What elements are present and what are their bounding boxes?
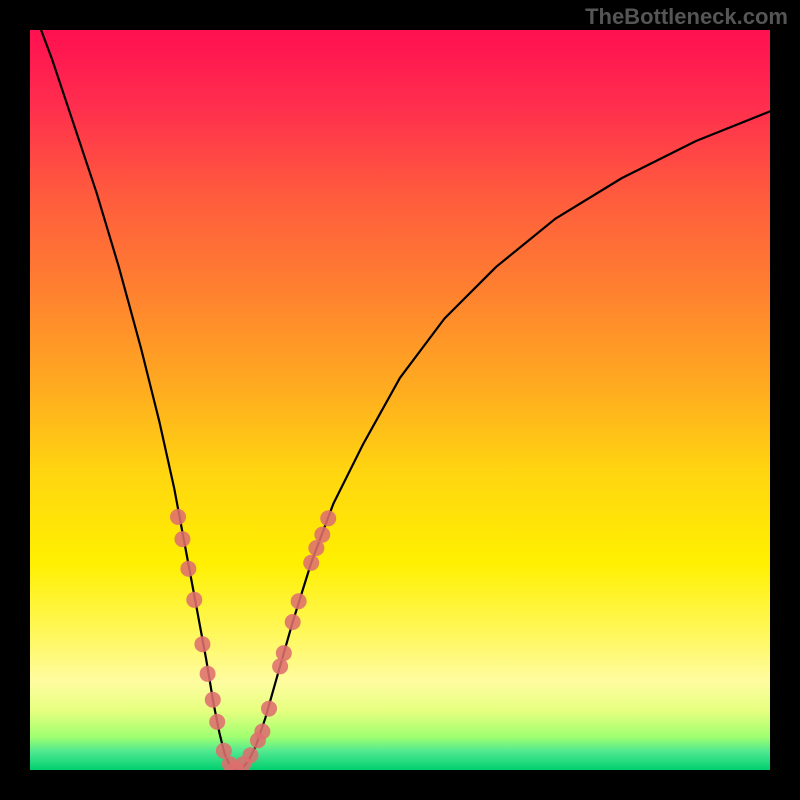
- chart-marker: [291, 593, 307, 609]
- chart-marker: [261, 701, 277, 717]
- chart-background-gradient: [30, 30, 770, 770]
- chart-marker: [180, 561, 196, 577]
- chart-marker: [254, 724, 270, 740]
- chart-marker: [200, 666, 216, 682]
- chart-marker: [194, 636, 210, 652]
- chart-marker: [320, 510, 336, 526]
- chart-marker: [303, 555, 319, 571]
- chart-marker: [170, 509, 186, 525]
- chart-marker: [209, 714, 225, 730]
- chart-svg: [30, 30, 770, 770]
- chart-marker: [285, 614, 301, 630]
- chart-marker: [205, 692, 221, 708]
- chart-marker: [174, 531, 190, 547]
- chart-marker: [186, 592, 202, 608]
- chart-marker: [276, 645, 292, 661]
- chart-plot-area: [30, 30, 770, 770]
- watermark-text: TheBottleneck.com: [585, 4, 788, 30]
- chart-marker: [314, 527, 330, 543]
- chart-marker: [243, 747, 259, 763]
